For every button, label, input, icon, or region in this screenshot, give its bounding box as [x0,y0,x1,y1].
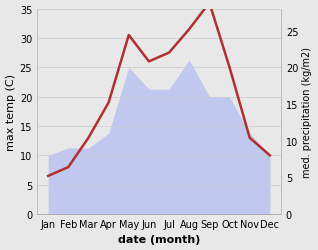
Y-axis label: max temp (C): max temp (C) [5,74,16,150]
Y-axis label: med. precipitation (kg/m2): med. precipitation (kg/m2) [302,46,313,177]
X-axis label: date (month): date (month) [118,234,200,244]
